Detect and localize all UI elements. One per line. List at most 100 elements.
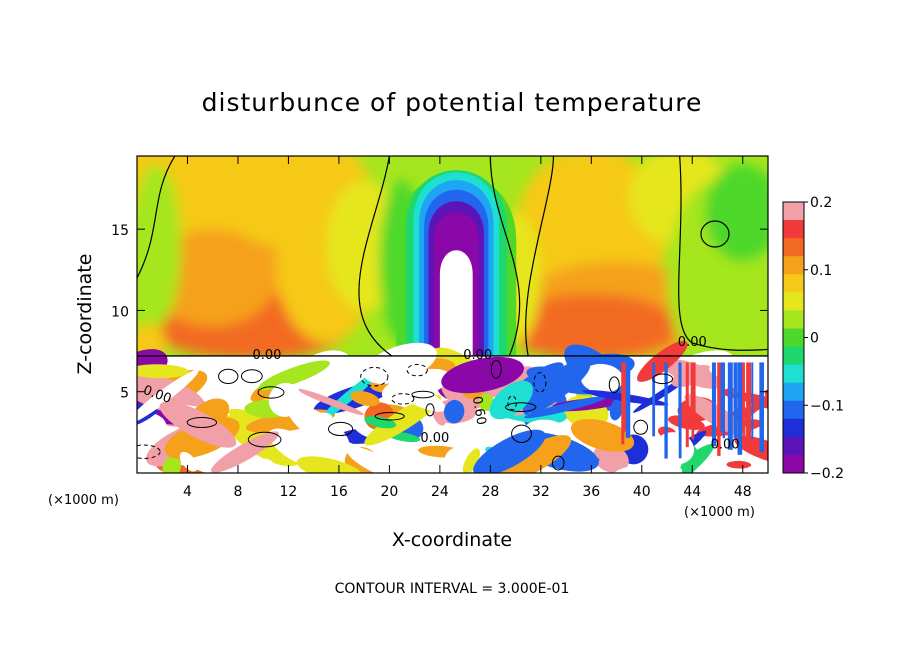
- lower-streak: [711, 362, 716, 447]
- contour-line: [137, 156, 176, 279]
- colorbar-segment: [783, 274, 804, 293]
- x-axis-unit: (×1000 m): [684, 505, 755, 520]
- x-tick-label: 12: [280, 484, 298, 500]
- upper-patch: [502, 294, 680, 360]
- lower-patch: [346, 446, 402, 473]
- y-axis-unit: (×1000 m): [48, 493, 119, 508]
- lower-streak: [678, 362, 681, 430]
- lower-contour: [411, 390, 435, 399]
- contour-line: [678, 156, 768, 351]
- x-axis-ticks: 4 8 12 16 20 24 28 32 36 40 44 48: [183, 156, 752, 500]
- lower-patch: [299, 412, 333, 435]
- contour-label: 0.00: [678, 335, 707, 350]
- lower-patch: [637, 340, 688, 382]
- lower-patch: [363, 342, 437, 384]
- lower-streak: [691, 362, 695, 440]
- lower-layer-field: [137, 340, 768, 473]
- colorbar-segment: [783, 418, 804, 438]
- lower-streak: [728, 362, 733, 438]
- colorbar: [782, 201, 805, 474]
- colorbar-segment: [783, 238, 804, 257]
- lower-patch: [268, 382, 302, 417]
- colorbar-segment: [783, 220, 804, 239]
- lower-contour: [511, 424, 532, 443]
- contour-label: 0.60: [469, 395, 489, 426]
- lower-patch: [528, 363, 591, 414]
- contour-line: [525, 156, 555, 357]
- lower-contour: [652, 373, 674, 385]
- lower-contour: [247, 431, 282, 448]
- lower-patch: [211, 431, 279, 473]
- lower-streak: [759, 362, 764, 453]
- plot-frame: [136, 155, 769, 474]
- colorbar-ticks: 0.2 0.1 0 −0.1 −0.2: [804, 195, 844, 482]
- lower-contour: [505, 402, 537, 412]
- upper-patch: [704, 164, 768, 262]
- lower-patch: [441, 356, 524, 394]
- lower-contour: [137, 444, 161, 459]
- lower-patch: [385, 451, 415, 473]
- x-tick-label: 32: [532, 484, 550, 500]
- colorbar-segment: [783, 310, 804, 329]
- x-axis-label: X-coordinate: [392, 529, 512, 551]
- x-tick-label: 40: [633, 484, 651, 500]
- colorbar-tick-label: −0.2: [810, 466, 844, 482]
- lower-patch: [350, 390, 380, 407]
- y-axis-label: Z-coordinate: [74, 254, 96, 375]
- x-tick-label: 8: [233, 484, 242, 500]
- lower-contour: [360, 366, 389, 387]
- colorbar-segment: [783, 400, 804, 420]
- contour-interval-note: CONTOUR INTERVAL = 3.000E-01: [335, 581, 570, 597]
- colorbar-segment: [783, 436, 804, 456]
- y-axis-ticks: 5 10 15: [111, 223, 768, 402]
- lower-patch: [570, 419, 635, 452]
- lower-patch: [456, 421, 506, 437]
- lower-contour: [425, 403, 435, 417]
- lower-patch: [524, 395, 608, 419]
- lower-contour: [533, 372, 547, 393]
- x-tick-label: 36: [582, 484, 600, 500]
- lower-patch: [159, 401, 237, 448]
- colorbar-segment: [783, 328, 804, 348]
- lower-contour: [327, 421, 354, 437]
- colorbar-segment: [783, 292, 804, 311]
- lower-patch: [489, 380, 533, 420]
- x-tick-label: 44: [683, 484, 701, 500]
- cold-plume-field: [396, 170, 517, 356]
- upper-patch: [137, 164, 182, 327]
- lower-streak: [733, 362, 738, 439]
- y-tick-label: 5: [120, 386, 129, 402]
- lower-patch: [319, 368, 382, 422]
- lower-patch: [609, 398, 624, 421]
- lower-streak: [685, 362, 689, 448]
- lower-streak: [623, 362, 628, 432]
- lower-contour: [551, 455, 565, 471]
- colorbar-segment: [783, 202, 804, 221]
- contour-line: [489, 156, 521, 357]
- lower-patch: [137, 369, 199, 425]
- contour-lines: [137, 156, 768, 471]
- lower-patch: [657, 443, 714, 473]
- colorbar-tick-label: 0: [810, 331, 819, 347]
- lower-contour: [257, 386, 285, 399]
- lower-patch: [496, 435, 572, 473]
- lower-contour: [186, 416, 218, 428]
- lower-patch: [580, 363, 624, 393]
- lower-contour: [406, 363, 428, 377]
- lower-patch: [733, 388, 768, 423]
- lower-patch: [297, 388, 364, 416]
- lower-contour: [240, 369, 263, 384]
- lower-contour: [507, 395, 517, 411]
- contour-loop: [700, 220, 730, 248]
- upper-patch: [149, 229, 276, 327]
- lower-streak: [717, 362, 721, 456]
- x-tick-label: 28: [481, 484, 499, 500]
- colorbar-segment: [783, 454, 804, 474]
- lower-streak: [742, 362, 745, 445]
- colorbar-tick-label: 0.1: [810, 263, 832, 279]
- lower-contour: [218, 368, 239, 385]
- lower-streak: [746, 362, 752, 444]
- x-tick-label: 16: [330, 484, 348, 500]
- lower-patch: [258, 360, 330, 391]
